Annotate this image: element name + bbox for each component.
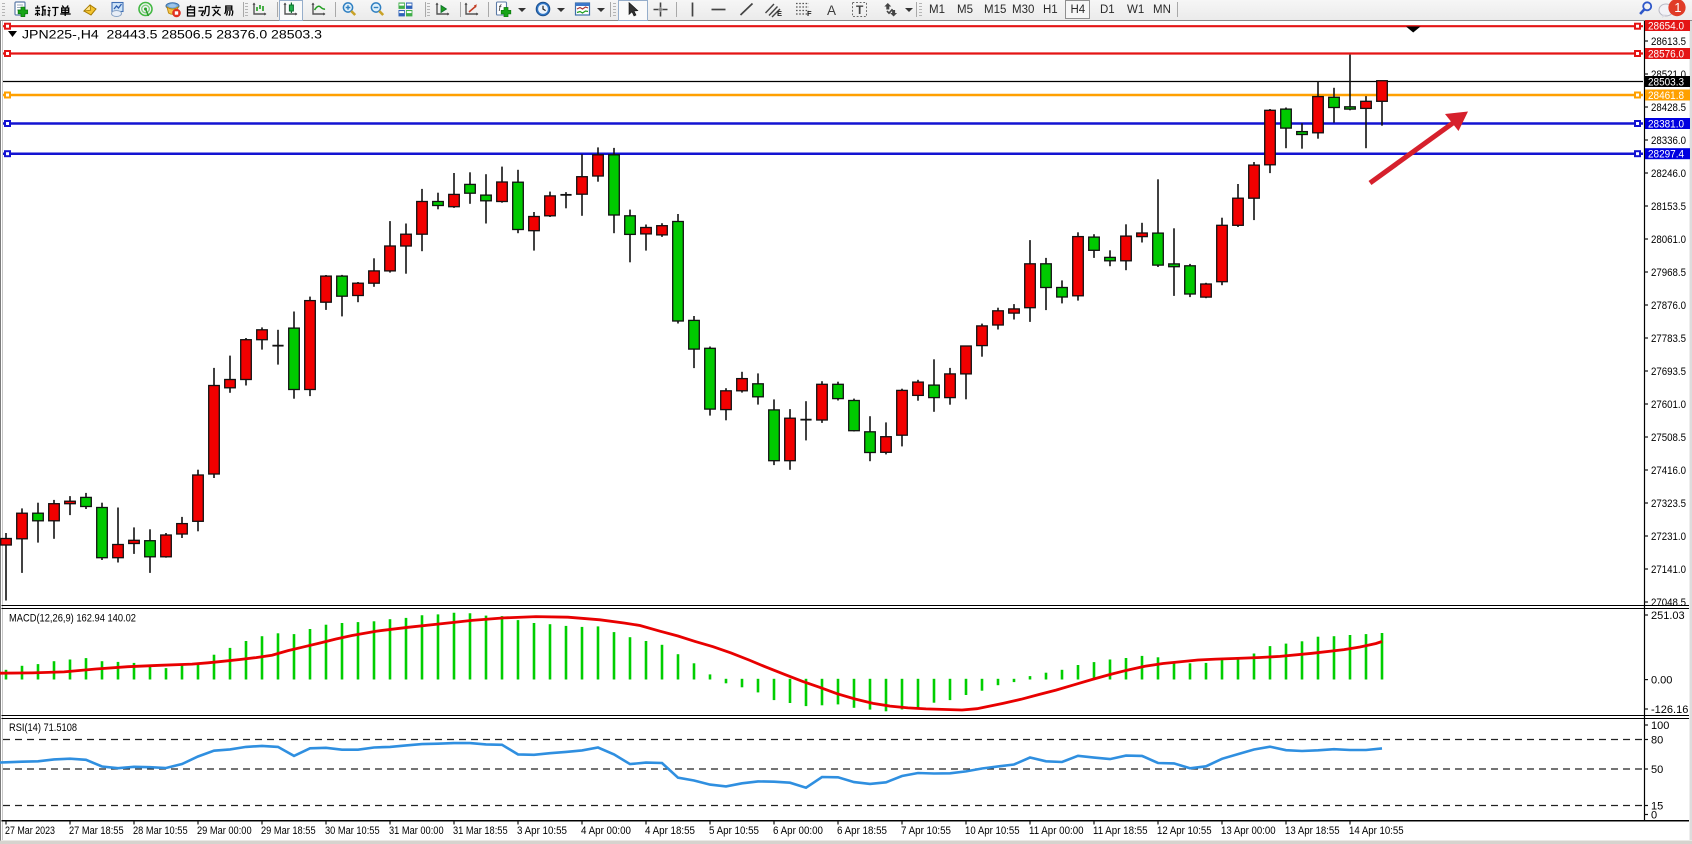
svg-text:7 Apr 10:55: 7 Apr 10:55	[901, 825, 951, 837]
svg-text:28613.5: 28613.5	[1651, 36, 1686, 48]
svg-text:11 Apr 00:00: 11 Apr 00:00	[1029, 825, 1084, 837]
svg-text:27783.5: 27783.5	[1651, 333, 1686, 345]
svg-text:6 Apr 00:00: 6 Apr 00:00	[773, 825, 823, 837]
svg-text:31 Mar 00:00: 31 Mar 00:00	[389, 825, 444, 837]
svg-text:15: 15	[1651, 801, 1663, 813]
svg-text:1: 1	[1674, 0, 1681, 15]
svg-text:4 Apr 18:55: 4 Apr 18:55	[645, 825, 695, 837]
svg-text:50: 50	[1651, 764, 1663, 776]
svg-text:27968.5: 27968.5	[1651, 267, 1686, 279]
svg-text:-126.16: -126.16	[1651, 704, 1688, 716]
svg-text:10 Apr 10:55: 10 Apr 10:55	[965, 825, 1020, 837]
svg-text:27508.5: 27508.5	[1651, 432, 1686, 444]
svg-text:30 Mar 10:55: 30 Mar 10:55	[325, 825, 380, 837]
svg-text:28654.0: 28654.0	[1648, 21, 1684, 33]
svg-text:0: 0	[1651, 810, 1657, 822]
svg-text:0.00: 0.00	[1651, 675, 1672, 687]
svg-text:31 Mar 18:55: 31 Mar 18:55	[453, 825, 508, 837]
svg-text:28461.8: 28461.8	[1648, 90, 1684, 102]
svg-text:27876.0: 27876.0	[1651, 300, 1686, 312]
svg-text:4 Apr 00:00: 4 Apr 00:00	[581, 825, 631, 837]
svg-text:11 Apr 18:55: 11 Apr 18:55	[1093, 825, 1148, 837]
svg-text:RSI(14) 71.5108: RSI(14) 71.5108	[9, 722, 77, 734]
svg-text:27 Mar 18:55: 27 Mar 18:55	[69, 825, 124, 837]
svg-text:27601.0: 27601.0	[1651, 399, 1686, 411]
svg-text:80: 80	[1651, 735, 1663, 747]
svg-text:3 Apr 10:55: 3 Apr 10:55	[517, 825, 567, 837]
svg-text:29 Mar 00:00: 29 Mar 00:00	[197, 825, 252, 837]
svg-text:13 Apr 00:00: 13 Apr 00:00	[1221, 825, 1276, 837]
svg-text:27693.5: 27693.5	[1651, 366, 1686, 378]
svg-text:6 Apr 18:55: 6 Apr 18:55	[837, 825, 887, 837]
svg-text:28246.0: 28246.0	[1651, 168, 1686, 180]
svg-text:27 Mar 2023: 27 Mar 2023	[5, 825, 55, 837]
svg-text:12 Apr 10:55: 12 Apr 10:55	[1157, 825, 1212, 837]
svg-text:28153.5: 28153.5	[1651, 201, 1686, 213]
svg-text:28297.4: 28297.4	[1648, 149, 1684, 161]
svg-text:27048.5: 27048.5	[1651, 597, 1686, 609]
svg-text:29 Mar 18:55: 29 Mar 18:55	[261, 825, 316, 837]
svg-text:f: f	[499, 3, 503, 13]
svg-text:28428.5: 28428.5	[1651, 102, 1686, 114]
svg-text:T: T	[856, 3, 864, 17]
svg-text:28061.0: 28061.0	[1651, 234, 1686, 246]
svg-text:28576.0: 28576.0	[1648, 49, 1684, 61]
svg-text:JPN225-,H4 28443.5 28506.5 28: JPN225-,H4 28443.5 28506.5 28376.0 28503…	[22, 30, 322, 42]
svg-text:14 Apr 10:55: 14 Apr 10:55	[1349, 825, 1404, 837]
svg-text:28503.3: 28503.3	[1648, 77, 1684, 89]
svg-text:28381.0: 28381.0	[1648, 119, 1684, 131]
svg-text:5 Apr 10:55: 5 Apr 10:55	[709, 825, 759, 837]
svg-text:27141.0: 27141.0	[1651, 564, 1686, 576]
svg-text:27416.0: 27416.0	[1651, 465, 1686, 477]
svg-text:MACD(12,26,9) 162.94 140.02: MACD(12,26,9) 162.94 140.02	[9, 613, 136, 625]
svg-text:251.03: 251.03	[1651, 610, 1685, 622]
svg-text:100: 100	[1651, 720, 1669, 732]
svg-text:28336.0: 28336.0	[1651, 135, 1686, 147]
svg-text:13 Apr 18:55: 13 Apr 18:55	[1285, 825, 1340, 837]
svg-text:27323.5: 27323.5	[1651, 498, 1686, 510]
svg-text:27231.0: 27231.0	[1651, 531, 1686, 543]
svg-text:28 Mar 10:55: 28 Mar 10:55	[133, 825, 188, 837]
